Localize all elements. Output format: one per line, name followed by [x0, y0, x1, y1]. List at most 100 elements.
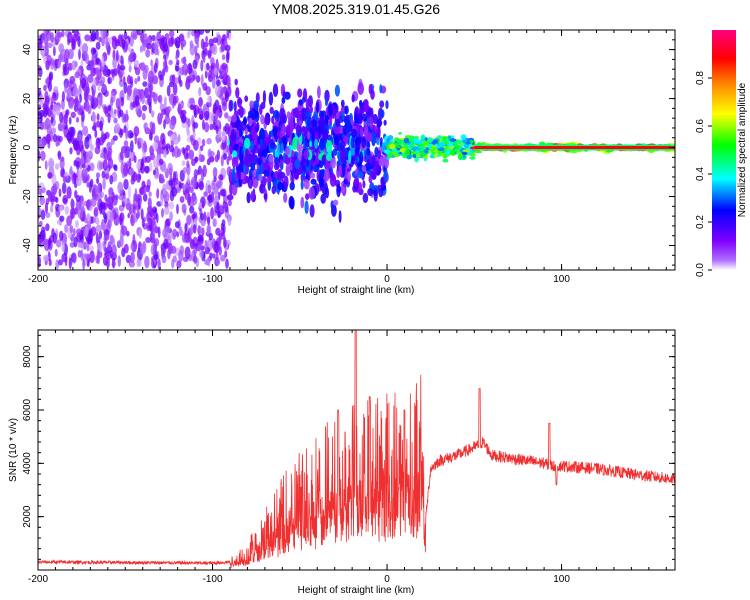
spectrogram-cell [151, 230, 156, 243]
spectrogram-cell [144, 122, 148, 130]
spectrogram-cell [119, 71, 123, 83]
spectrogram-cell [376, 137, 380, 146]
spectrogram-cell [197, 106, 200, 114]
spectrogram-cell [127, 212, 130, 219]
spectrogram-cell [281, 96, 286, 104]
spectrogram-cell [366, 147, 371, 156]
spectrogram-cell [176, 187, 181, 194]
spectrogram-cell [310, 178, 317, 185]
spectrogram-cell [310, 172, 316, 179]
spectrogram-cell [362, 192, 369, 204]
spectrogram-cell [66, 131, 73, 142]
spectrogram-cell [100, 152, 104, 159]
spectrogram-cell [119, 129, 123, 138]
spectrogram-cell [223, 74, 227, 82]
spectrogram-cell [166, 110, 170, 118]
spectrogram-cell [252, 147, 259, 154]
y-tick-label: 20 [22, 93, 33, 105]
spectrogram-cell [123, 81, 128, 94]
spectrogram-cell [319, 137, 326, 151]
spectrogram-cell [206, 137, 212, 145]
spectrogram-cell [130, 30, 137, 38]
spectrogram-cell [461, 151, 468, 156]
spectrogram-cell [71, 135, 75, 145]
spectrogram-cell [278, 120, 283, 133]
spectrogram-cell [379, 100, 385, 108]
spectrogram-cell [292, 137, 298, 151]
spectrogram-cell [61, 91, 65, 102]
spectrogram-cell [110, 68, 116, 75]
spectrogram-cell [50, 205, 54, 213]
spectrogram-cell [120, 58, 124, 67]
spectrogram-cell [334, 135, 340, 146]
spectrogram-cell [172, 96, 177, 106]
x-tick-label: -200 [28, 574, 48, 585]
spectrogram-cell [183, 147, 189, 160]
spectrogram-cell [359, 99, 363, 107]
spectrogram-cell [133, 126, 140, 137]
spectrogram-cell [221, 54, 226, 61]
spectrogram-cell [224, 112, 229, 119]
spectrogram-cell [64, 82, 68, 94]
spectrogram-cell [146, 43, 153, 50]
spectrogram-cell [211, 44, 218, 56]
spectrogram-cell [115, 50, 119, 62]
spectrogram-cell [235, 87, 240, 99]
spectrogram-cell [205, 35, 209, 43]
spectrogram-cell [162, 183, 167, 196]
spectrogram-cell [268, 154, 274, 163]
spectrogram-cell [92, 89, 95, 100]
spectrogram-cell [107, 157, 114, 169]
spectrogram-cell [101, 55, 105, 68]
spectrogram-cell [259, 138, 264, 148]
spectrogram-cell [38, 94, 44, 106]
spectrogram-cell [73, 30, 78, 36]
spectrogram-cell [186, 160, 190, 169]
spectrogram-cell [82, 258, 85, 270]
spectrogram-cell [222, 153, 227, 160]
spectrogram-cell [212, 253, 216, 260]
spectrogram-cell [72, 228, 76, 237]
spectrogram-cell [134, 66, 141, 76]
spectrogram-cell [320, 115, 325, 130]
spectrogram-cell [218, 128, 222, 139]
spectrogram-cell [153, 238, 160, 247]
spectrogram-cell [114, 123, 120, 134]
spectrogram-cell [85, 199, 92, 208]
spectrogram-cell [336, 118, 341, 127]
y-tick-label: 0 [22, 144, 33, 150]
spectrogram-cell [160, 194, 164, 207]
spectrogram-cell [87, 105, 92, 115]
spectrogram-cell [363, 99, 369, 113]
spectrogram-cell [312, 165, 319, 173]
spectrogram-cell [100, 204, 106, 215]
spectrogram-cell [354, 141, 359, 155]
spectrogram-cell [286, 111, 291, 119]
spectrogram-cell [295, 124, 302, 138]
spectrogram-cell [50, 116, 54, 124]
spectrogram-cell [206, 224, 211, 235]
spectrogram-cell [125, 127, 129, 140]
spectrogram-cell [119, 212, 125, 222]
spectrogram-cell [123, 140, 129, 148]
spectrogram-cell [301, 125, 306, 132]
spectrogram-cell [163, 54, 167, 60]
spectrogram-cell [221, 188, 227, 197]
spectrogram-cell [112, 135, 118, 142]
spectrogram-cell [134, 94, 140, 106]
spectrogram-cell [237, 167, 241, 181]
spectrogram-cell [383, 119, 387, 126]
spectrogram-cell [122, 113, 129, 123]
spectrogram-cell [151, 110, 155, 118]
spectrogram-cell [280, 163, 284, 170]
spectrogram-cell [305, 110, 312, 118]
spectrogram-cell [269, 106, 274, 114]
snr-ylabel: SNR (10 * v/v) [8, 418, 19, 482]
spectrogram-cell [48, 157, 55, 170]
spectrogram-cell [404, 135, 412, 138]
spectrogram-cell [105, 37, 109, 50]
spectrogram-cell [224, 123, 230, 135]
spectrogram-cell [383, 149, 391, 154]
spectrogram-cell [273, 125, 278, 133]
